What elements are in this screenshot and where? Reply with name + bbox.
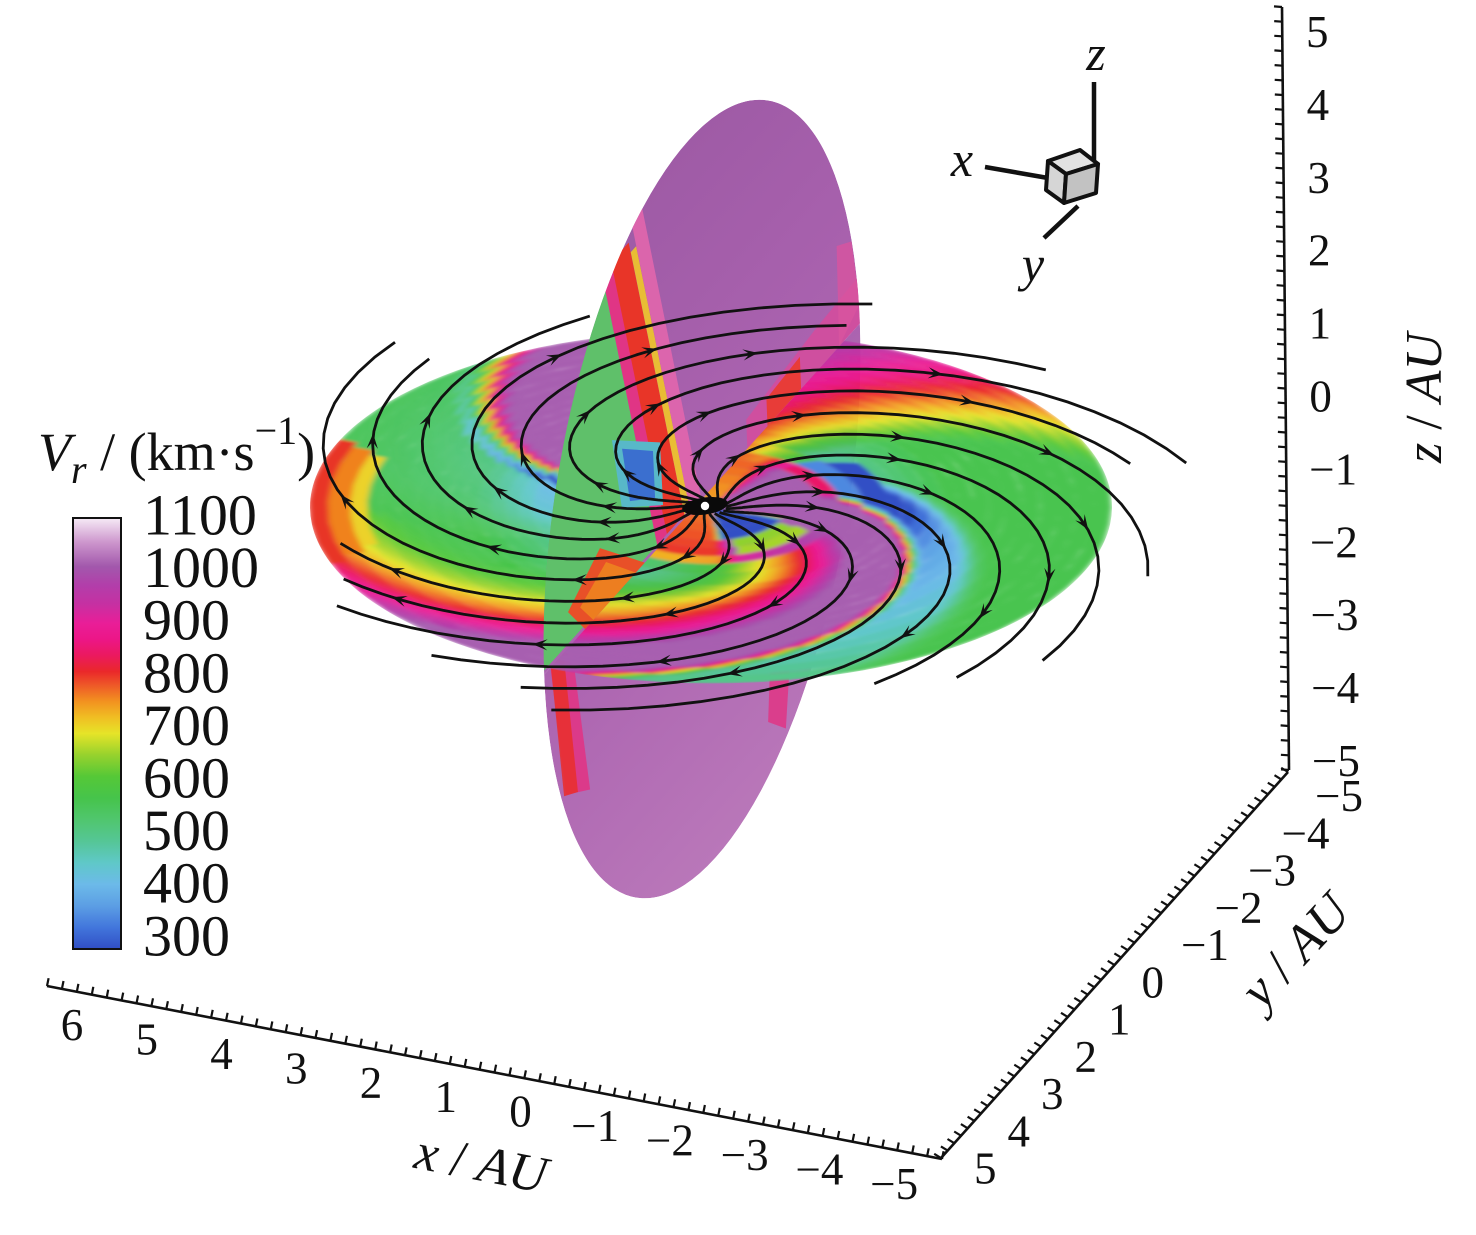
svg-text:4: 4: [1307, 80, 1330, 130]
svg-text:3: 3: [285, 1043, 308, 1093]
svg-text:−1: −1: [1181, 920, 1229, 970]
svg-text:x: x: [950, 131, 973, 187]
svg-text:4: 4: [1007, 1106, 1030, 1156]
svg-text:1: 1: [1309, 299, 1332, 349]
svg-text:900: 900: [143, 588, 230, 653]
svg-text:2: 2: [1308, 226, 1331, 276]
svg-text:−2: −2: [646, 1116, 694, 1166]
svg-text:−3: −3: [1311, 590, 1359, 640]
svg-text:−2: −2: [1215, 883, 1263, 933]
svg-text:−2: −2: [1310, 517, 1358, 567]
svg-text:z: z: [1085, 25, 1105, 81]
svg-text:3: 3: [1041, 1069, 1064, 1119]
svg-text:1: 1: [1108, 995, 1131, 1045]
svg-text:600: 600: [143, 746, 230, 811]
svg-text:x / AU: x / AU: [409, 1123, 555, 1205]
svg-text:y: y: [1017, 236, 1045, 292]
svg-text:−4: −4: [1311, 663, 1359, 713]
svg-text:1000: 1000: [143, 535, 259, 600]
svg-text:z / AU: z / AU: [1396, 330, 1453, 464]
svg-text:−1: −1: [1309, 444, 1357, 494]
svg-text:−1: −1: [571, 1101, 619, 1151]
svg-text:300: 300: [143, 903, 230, 968]
svg-text:700: 700: [143, 693, 230, 758]
svg-text:6: 6: [61, 1000, 84, 1050]
svg-text:5: 5: [1306, 7, 1329, 57]
svg-text:2: 2: [1074, 1032, 1097, 1082]
svg-text:5: 5: [136, 1014, 159, 1064]
svg-text:−5: −5: [1315, 771, 1363, 821]
svg-text:−5: −5: [1312, 736, 1360, 786]
svg-text:500: 500: [143, 798, 230, 863]
svg-text:0: 0: [1309, 372, 1332, 422]
svg-text:−5: −5: [870, 1159, 918, 1209]
svg-text:800: 800: [143, 640, 230, 705]
svg-text:2: 2: [360, 1058, 383, 1108]
svg-text:−4: −4: [1282, 808, 1330, 858]
svg-text:0: 0: [509, 1087, 532, 1137]
svg-text:400: 400: [143, 851, 230, 916]
svg-text:−3: −3: [1248, 846, 1296, 896]
svg-text:1: 1: [434, 1072, 457, 1122]
svg-text:−4: −4: [796, 1145, 844, 1195]
svg-text:1100: 1100: [143, 483, 257, 548]
svg-text:5: 5: [974, 1144, 997, 1194]
svg-text:0: 0: [1141, 957, 1164, 1007]
svg-text:4: 4: [210, 1029, 233, 1079]
svg-text:−3: −3: [721, 1130, 769, 1180]
svg-text:3: 3: [1307, 153, 1330, 203]
